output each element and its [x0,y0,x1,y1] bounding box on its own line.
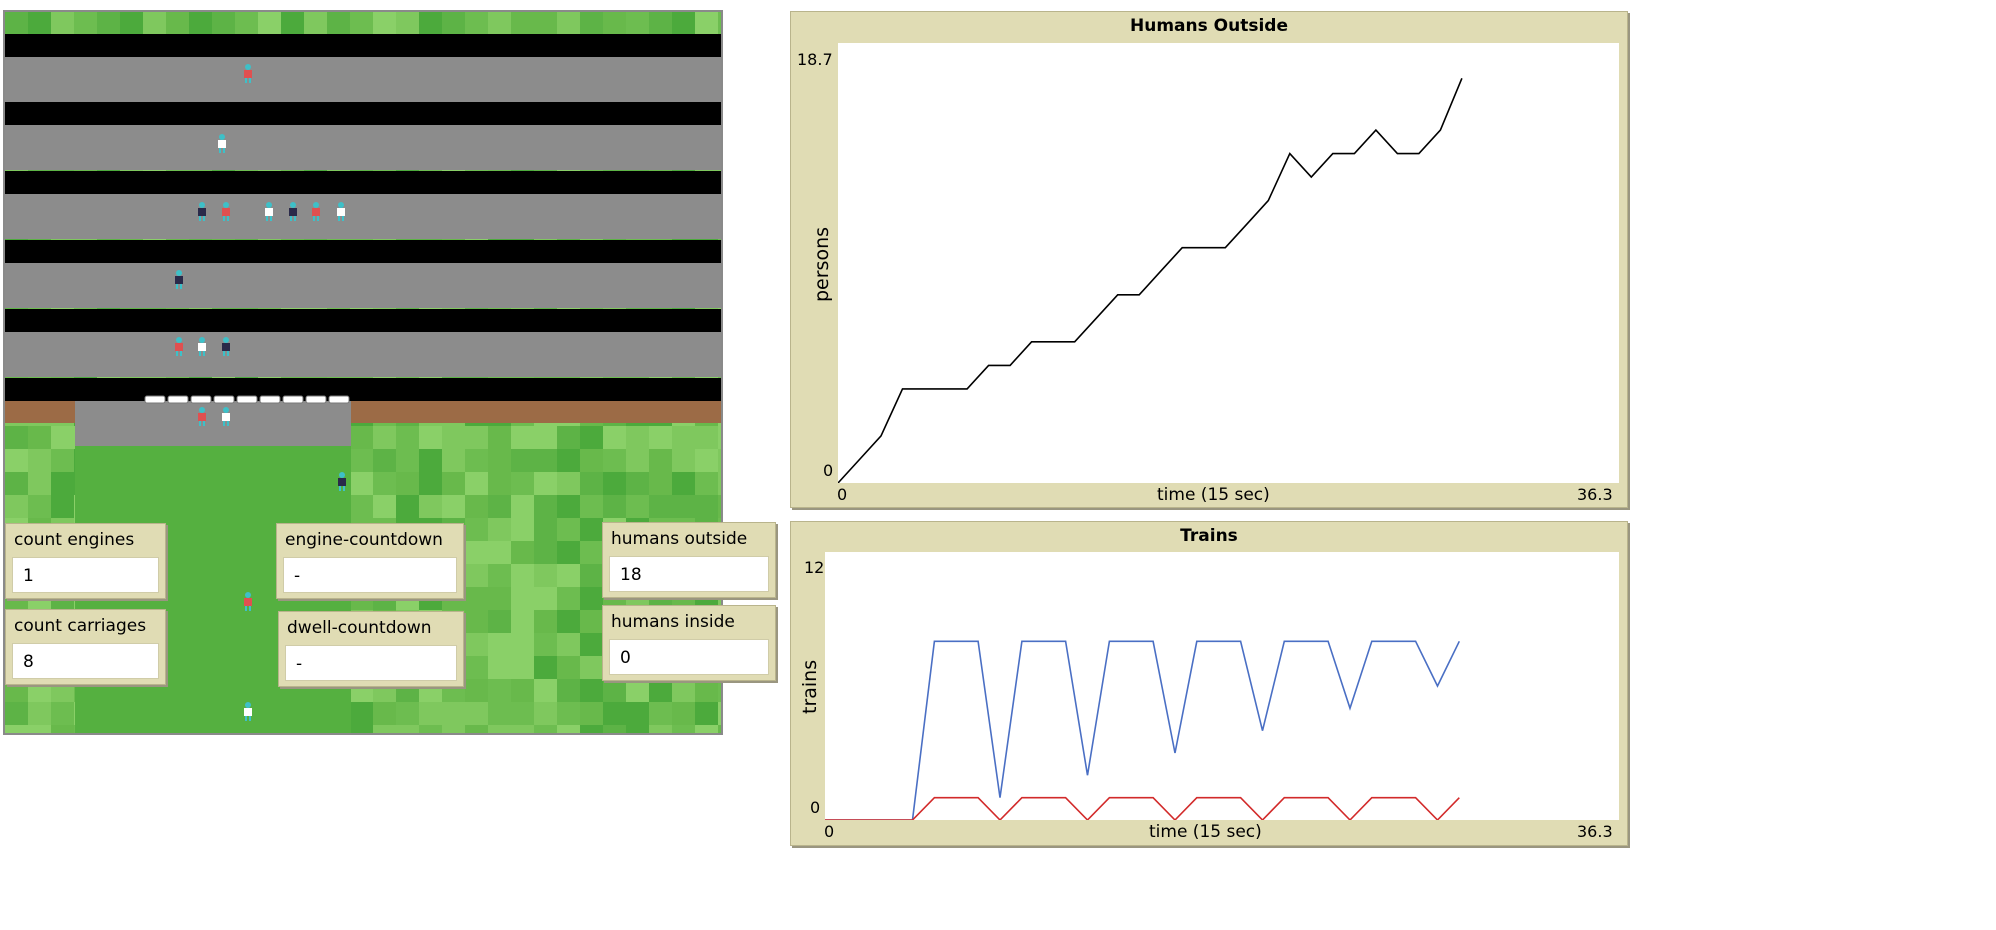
monitor-label: humans inside [611,612,735,632]
plot-area[interactable] [837,43,1619,484]
plot-humans-outside[interactable]: Humans Outside 18.7 0 0 36.3 time (15 se… [790,11,1628,508]
human [198,337,206,356]
y-axis-label: trains [799,659,821,714]
series-line [825,640,1461,821]
y-max-label: 18.7 [797,50,833,69]
train-carriage [328,395,350,404]
monitor-humans-outside: humans outside 18 [602,522,776,598]
series-line [837,77,1463,484]
monitor-value: - [285,645,457,681]
x-axis-label: time (15 sec) [1149,822,1262,842]
plot-trains[interactable]: Trains 12 0 0 36.3 time (15 sec) trains [790,521,1628,846]
train-track [5,309,721,332]
monitor-engine-countdown: engine-countdown - [276,523,464,599]
train-carriage [305,395,327,404]
human [198,202,206,221]
train-carriage [167,395,189,404]
monitor-label: dwell-countdown [287,618,432,638]
plot-canvas [837,77,1463,484]
platform [5,125,721,170]
human [244,592,252,611]
train-carriage [282,395,304,404]
human [198,407,206,426]
x-axis-label: time (15 sec) [1157,485,1270,505]
plot-area[interactable] [824,552,1619,822]
y-min-label: 0 [810,798,821,817]
monitor-value: 18 [609,556,769,592]
human [218,134,226,153]
monitor-count-carriages: count carriages 8 [5,609,166,685]
plot-title: Trains [1180,526,1238,546]
human [222,202,230,221]
human [337,202,345,221]
y-max-label: 12 [804,558,825,577]
human [222,337,230,356]
x-max-label: 36.3 [1577,485,1613,504]
x-min-label: 0 [824,822,835,841]
x-max-label: 36.3 [1577,822,1613,841]
monitor-label: engine-countdown [285,530,443,550]
train-carriage [259,395,281,404]
train-carriage [144,395,166,404]
train-carriage [236,395,258,404]
train-track [5,378,721,401]
series-line [825,796,1460,822]
monitor-label: count engines [14,530,135,550]
train-track [5,34,721,57]
human [244,702,252,721]
x-min-label: 0 [837,485,848,504]
monitor-humans-inside: humans inside 0 [602,605,776,681]
train-track [5,171,721,194]
monitor-value: 8 [12,643,159,679]
monitor-count-engines: count engines 1 [5,523,166,599]
train-carriage [213,395,235,404]
train-track [5,102,721,125]
y-axis-label: persons [811,226,833,302]
human [265,202,273,221]
plot-canvas [824,640,1461,822]
platform [5,57,721,102]
human [222,407,230,426]
monitor-label: humans outside [611,529,748,549]
monitor-dwell-countdown: dwell-countdown - [278,611,464,687]
human [175,337,183,356]
human [289,202,297,221]
platform [5,263,721,308]
human [312,202,320,221]
human [175,270,183,289]
y-min-label: 0 [823,461,834,480]
platform [5,332,721,377]
monitor-value: 1 [12,557,159,593]
platform [5,194,721,239]
human [244,64,252,83]
monitor-value: 0 [609,639,769,675]
train [144,395,350,404]
monitor-label: count carriages [14,616,147,636]
train-track [5,240,721,263]
plot-title: Humans Outside [1130,16,1288,36]
monitor-value: - [283,557,457,593]
humans-layer [175,64,346,721]
train-carriage [190,395,212,404]
human [338,472,346,491]
